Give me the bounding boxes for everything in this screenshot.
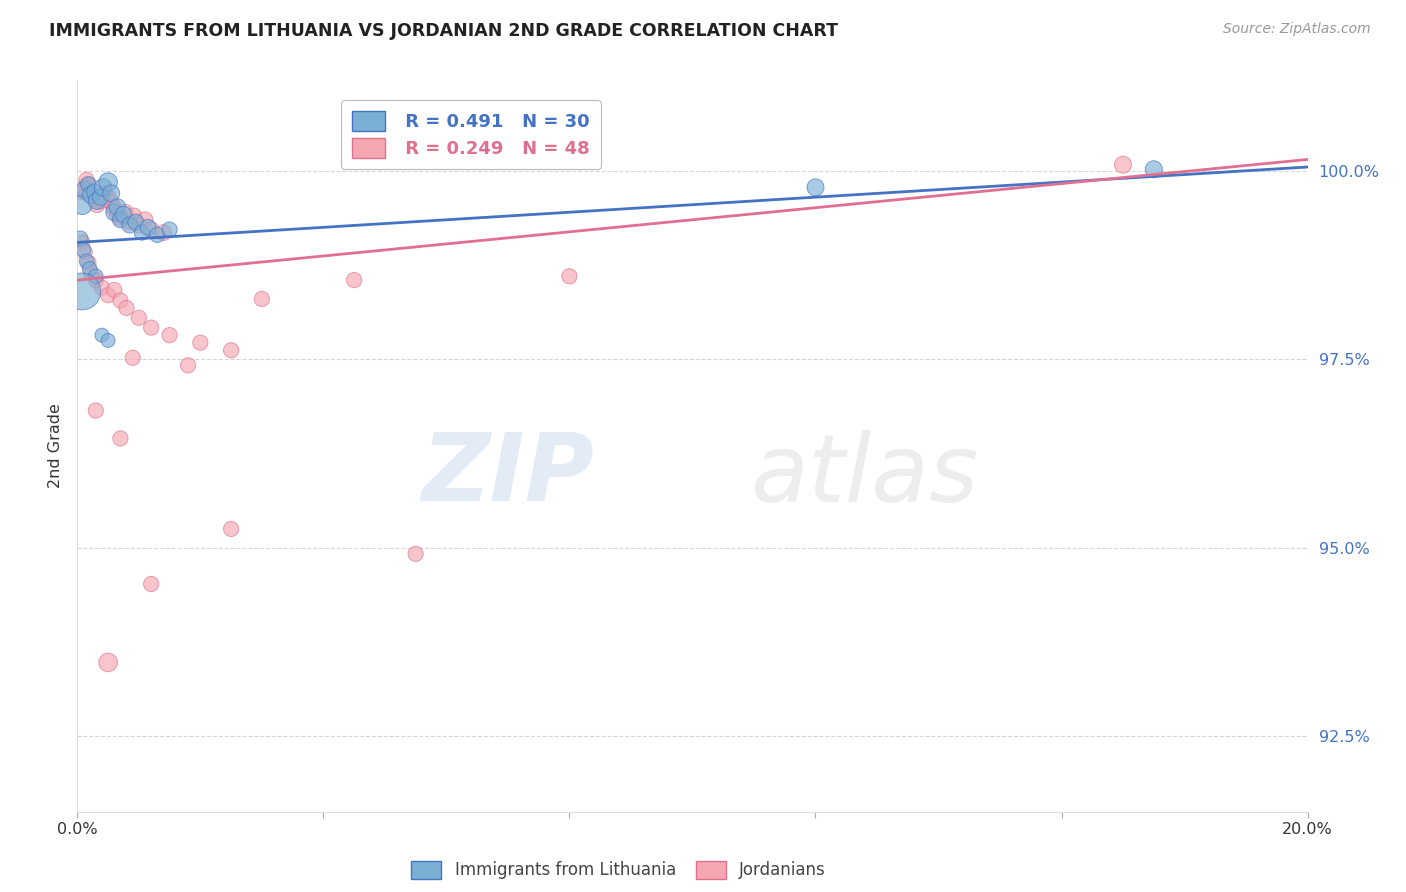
Point: [73, 180, 96, 194]
Point: [121, 351, 143, 365]
Point: [112, 207, 135, 221]
Point: [80, 187, 103, 202]
Point: [76, 173, 98, 187]
Point: [77, 256, 100, 270]
Point: [804, 180, 827, 194]
Point: [105, 200, 128, 214]
Point: [90, 190, 112, 204]
Point: [105, 207, 128, 221]
Point: [219, 343, 242, 358]
Point: [141, 577, 163, 591]
Point: [110, 212, 132, 227]
Point: [84, 403, 107, 417]
Point: [110, 293, 132, 308]
Point: [77, 178, 100, 192]
Point: [93, 186, 115, 201]
Point: [90, 280, 114, 294]
Point: [84, 273, 107, 287]
Point: [79, 261, 101, 276]
Point: [97, 656, 120, 670]
Point: [1112, 158, 1135, 172]
Point: [90, 194, 112, 208]
Point: [115, 301, 138, 315]
Point: [146, 227, 169, 242]
Point: [76, 254, 98, 268]
Point: [250, 292, 273, 306]
Point: [141, 320, 163, 334]
Text: Source: ZipAtlas.com: Source: ZipAtlas.com: [1223, 22, 1371, 37]
Point: [188, 335, 212, 350]
Text: ZIP: ZIP: [422, 429, 595, 521]
Point: [122, 209, 145, 223]
Point: [70, 285, 93, 299]
Point: [100, 195, 122, 210]
Point: [97, 175, 120, 189]
Point: [97, 190, 120, 204]
Point: [69, 232, 91, 246]
Point: [343, 273, 366, 287]
Point: [73, 245, 96, 260]
Point: [159, 328, 181, 343]
Text: IMMIGRANTS FROM LITHUANIA VS JORDANIAN 2ND GRADE CORRELATION CHART: IMMIGRANTS FROM LITHUANIA VS JORDANIAN 2…: [49, 22, 838, 40]
Legend: Immigrants from Lithuania, Jordanians: Immigrants from Lithuania, Jordanians: [404, 852, 834, 888]
Point: [128, 310, 150, 325]
Point: [72, 243, 94, 257]
Point: [83, 193, 105, 207]
Point: [80, 187, 103, 202]
Point: [131, 226, 153, 240]
Point: [118, 218, 141, 232]
Point: [110, 211, 132, 225]
Point: [80, 266, 103, 280]
Point: [70, 197, 93, 211]
Point: [159, 222, 181, 236]
Point: [152, 226, 174, 240]
Point: [86, 194, 108, 208]
Point: [125, 215, 148, 229]
Point: [103, 205, 125, 219]
Y-axis label: 2nd Grade: 2nd Grade: [48, 403, 63, 489]
Point: [84, 269, 107, 284]
Point: [97, 288, 120, 302]
Point: [103, 202, 125, 216]
Point: [405, 547, 427, 561]
Point: [141, 222, 163, 236]
Point: [1143, 162, 1166, 177]
Point: [103, 283, 125, 297]
Point: [136, 220, 159, 235]
Point: [128, 218, 150, 232]
Point: [77, 178, 100, 192]
Point: [70, 235, 93, 250]
Point: [177, 359, 200, 373]
Point: [83, 185, 105, 199]
Point: [73, 183, 96, 197]
Point: [70, 185, 93, 199]
Point: [97, 334, 120, 348]
Point: [90, 328, 114, 343]
Point: [110, 432, 132, 446]
Point: [86, 197, 108, 211]
Point: [219, 522, 242, 536]
Point: [118, 215, 141, 229]
Point: [114, 205, 136, 219]
Point: [100, 186, 122, 201]
Text: atlas: atlas: [751, 430, 979, 521]
Point: [91, 180, 114, 194]
Point: [558, 269, 581, 284]
Point: [134, 212, 156, 227]
